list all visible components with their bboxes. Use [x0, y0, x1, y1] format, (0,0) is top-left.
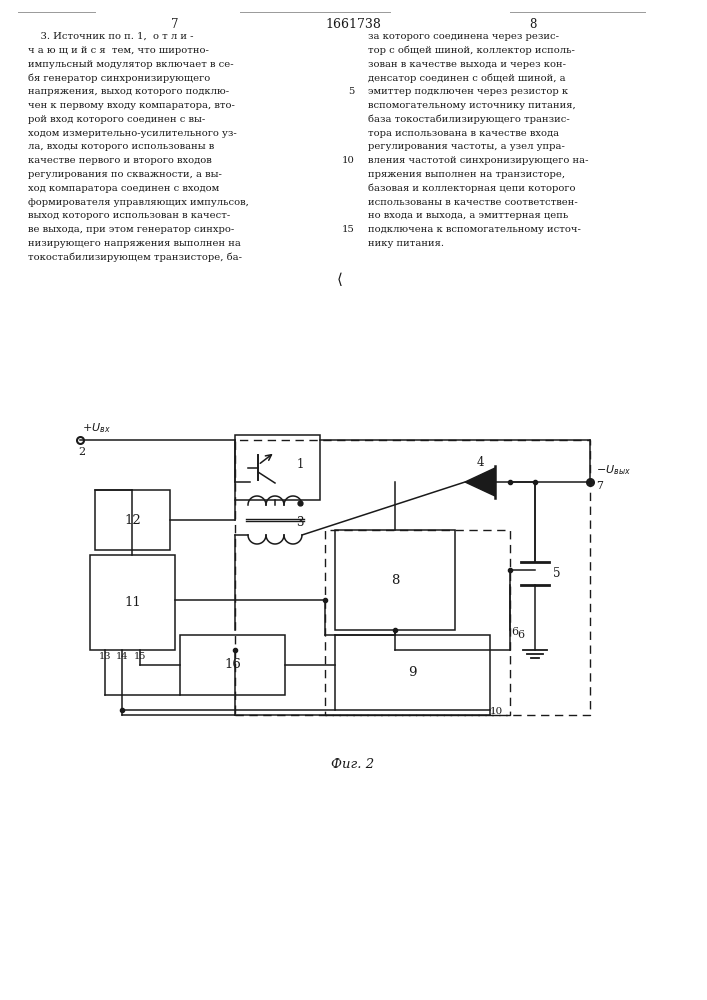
Text: база токостабилизирующего транзис-: база токостабилизирующего транзис- [368, 115, 570, 124]
Text: рой вход которого соединен с вы-: рой вход которого соединен с вы- [28, 115, 205, 124]
Text: зован в качестве выхода и через кон-: зован в качестве выхода и через кон- [368, 60, 566, 69]
Text: тор с общей шиной, коллектор исполь-: тор с общей шиной, коллектор исполь- [368, 46, 575, 55]
Text: вления частотой синхронизирующего на-: вления частотой синхронизирующего на- [368, 156, 588, 165]
Text: 2: 2 [78, 447, 86, 457]
Text: 16: 16 [224, 658, 241, 672]
Text: ход компаратора соединен с входом: ход компаратора соединен с входом [28, 184, 219, 193]
Text: подключена к вспомогательному источ-: подключена к вспомогательному источ- [368, 225, 581, 234]
Text: 8: 8 [391, 574, 399, 586]
Text: 6: 6 [517, 630, 524, 640]
Text: качестве первого и второго входов: качестве первого и второго входов [28, 156, 212, 165]
Bar [335, 530, 455, 630]
Text: нику питания.: нику питания. [368, 239, 444, 248]
Text: вспомогательному источнику питания,: вспомогательному источнику питания, [368, 101, 575, 110]
Bar [95, 490, 170, 550]
Text: низирующего напряжения выполнен на: низирующего напряжения выполнен на [28, 239, 241, 248]
Text: 8: 8 [530, 18, 537, 31]
Bar [235, 440, 590, 715]
Text: 1661738: 1661738 [325, 18, 381, 31]
Text: использованы в качестве соответствен-: использованы в качестве соответствен- [368, 198, 578, 207]
Text: за которого соединена через резис-: за которого соединена через резис- [368, 32, 559, 41]
Text: бя генератор синхронизирующего: бя генератор синхронизирующего [28, 73, 210, 83]
Text: 15: 15 [342, 225, 355, 234]
Text: 10: 10 [342, 156, 355, 165]
Text: эмиттер подключен через резистор к: эмиттер подключен через резистор к [368, 87, 568, 96]
Text: регулирования частоты, а узел упра-: регулирования частоты, а узел упра- [368, 142, 565, 151]
Text: но входа и выхода, а эмиттерная цепь: но входа и выхода, а эмиттерная цепь [368, 211, 568, 220]
Text: 3. Источник по п. 1,  о т л и -: 3. Источник по п. 1, о т л и - [28, 32, 194, 41]
Text: 14: 14 [116, 652, 128, 661]
Bar [235, 435, 320, 500]
Text: 13: 13 [99, 652, 111, 661]
Bar [325, 530, 510, 715]
Text: ве выхода, при этом генератор синхро-: ве выхода, при этом генератор синхро- [28, 225, 234, 234]
Text: регулирования по скважности, а вы-: регулирования по скважности, а вы- [28, 170, 222, 179]
Text: токостабилизирующем транзисторе, ба-: токостабилизирующем транзисторе, ба- [28, 253, 242, 262]
Text: формирователя управляющих импульсов,: формирователя управляющих импульсов, [28, 198, 249, 207]
Text: 1: 1 [296, 458, 304, 472]
Text: импульсный модулятор включает в се-: импульсный модулятор включает в се- [28, 60, 233, 69]
Text: 4: 4 [477, 456, 484, 468]
Polygon shape [465, 468, 495, 496]
Text: чен к первому входу компаратора, вто-: чен к первому входу компаратора, вто- [28, 101, 235, 110]
Text: 6: 6 [511, 627, 518, 637]
Text: 9: 9 [408, 666, 416, 679]
Bar [90, 555, 175, 650]
Text: Фиг. 2: Фиг. 2 [332, 758, 375, 771]
Text: денсатор соединен с общей шиной, а: денсатор соединен с общей шиной, а [368, 73, 566, 83]
Text: напряжения, выход которого подклю-: напряжения, выход которого подклю- [28, 87, 229, 96]
Text: 12: 12 [124, 514, 141, 526]
Text: 7: 7 [171, 18, 179, 31]
Bar [335, 635, 490, 710]
Text: выход которого использован в качест-: выход которого использован в качест- [28, 211, 230, 220]
Text: ч а ю щ и й с я  тем, что широтно-: ч а ю щ и й с я тем, что широтно- [28, 46, 209, 55]
Bar [180, 635, 285, 695]
Text: базовая и коллекторная цепи которого: базовая и коллекторная цепи которого [368, 184, 575, 193]
Text: 10: 10 [490, 708, 503, 716]
Text: $-U_{вых}$: $-U_{вых}$ [596, 463, 631, 477]
Text: $+U_{вх}$: $+U_{вх}$ [82, 421, 111, 435]
Text: ла, входы которого использованы в: ла, входы которого использованы в [28, 142, 214, 151]
Text: 5: 5 [553, 567, 561, 580]
Text: 11: 11 [124, 596, 141, 609]
Text: 7: 7 [596, 481, 603, 491]
Text: 3: 3 [296, 516, 304, 528]
Text: пряжения выполнен на транзисторе,: пряжения выполнен на транзисторе, [368, 170, 565, 179]
Text: 5: 5 [349, 87, 355, 96]
Text: 15: 15 [134, 652, 146, 661]
Text: тора использована в качестве входа: тора использована в качестве входа [368, 129, 559, 138]
Text: ходом измерительно-усилительного уз-: ходом измерительно-усилительного уз- [28, 129, 237, 138]
Text: ⟨: ⟨ [337, 272, 343, 288]
